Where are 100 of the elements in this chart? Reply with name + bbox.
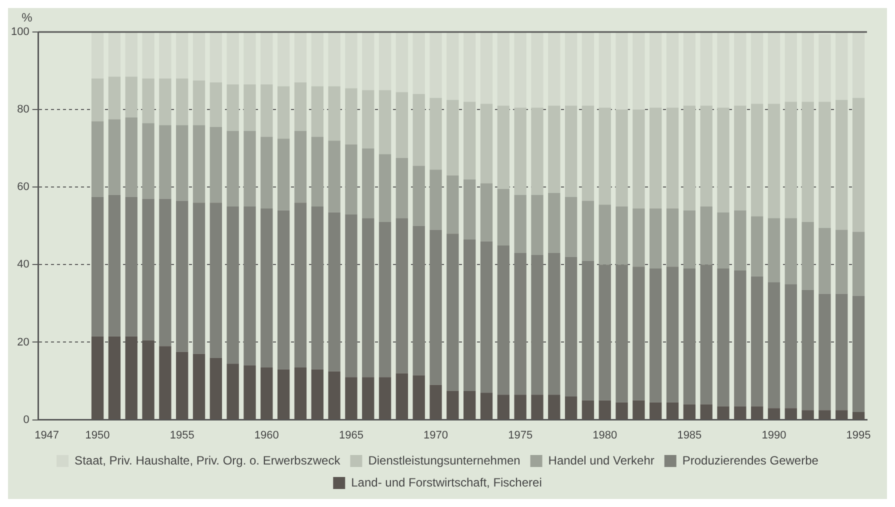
bar: [650, 208, 662, 269]
bar: [159, 125, 172, 199]
bar: [108, 76, 121, 120]
bar: [650, 32, 662, 108]
bar: [294, 130, 307, 203]
x-tick-label: 1955: [170, 429, 194, 442]
bar: [582, 260, 594, 400]
bar: [717, 32, 730, 108]
bar: [294, 32, 307, 82]
bar: [666, 108, 679, 208]
bar: [616, 110, 628, 207]
bar: [852, 32, 865, 98]
y-tick-label: 0: [23, 414, 30, 426]
bar: [666, 32, 679, 108]
bar: [226, 32, 239, 84]
y-tick-label: 80: [17, 104, 30, 116]
bar: [226, 130, 239, 207]
bar: [396, 32, 408, 92]
bar: [548, 32, 560, 106]
bar: [142, 123, 154, 199]
bar: [802, 290, 814, 410]
bar: [632, 110, 645, 208]
bar: [260, 84, 273, 137]
bar: [464, 102, 476, 180]
bar: [564, 32, 578, 106]
bar: [328, 86, 340, 141]
bar: [632, 266, 645, 400]
bar: [294, 82, 307, 131]
bar: [328, 212, 340, 372]
bar: [598, 204, 611, 265]
bar: [582, 32, 594, 106]
bar: [311, 206, 324, 370]
bar: [836, 100, 848, 230]
bar: [564, 106, 578, 197]
bar: [378, 154, 392, 222]
y-tick-label: 60: [17, 181, 30, 194]
bar: [750, 216, 764, 276]
bar: [176, 200, 188, 352]
bar: [598, 32, 611, 108]
bar: [159, 198, 172, 346]
bar: [750, 32, 764, 104]
x-tick-label: 1985: [677, 429, 702, 442]
bar: [108, 194, 121, 336]
bar: [226, 84, 239, 131]
bar: [852, 98, 865, 232]
bar: [632, 32, 645, 110]
bar: [700, 264, 712, 404]
bar: [582, 200, 594, 261]
bar: [784, 32, 797, 102]
bar: [632, 208, 645, 267]
bar: [91, 32, 104, 79]
bar: [226, 206, 239, 364]
bar: [836, 32, 848, 100]
bar: [412, 226, 425, 376]
bar: [362, 218, 374, 378]
legend-label: Staat, Priv. Haushalte, Priv. Org. o. Erwerbszweck: [74, 453, 342, 468]
bar: [700, 106, 712, 207]
bar: [430, 98, 442, 170]
bar: [514, 32, 526, 108]
bar: [311, 32, 324, 86]
bar: [497, 32, 510, 106]
bar: [818, 294, 831, 410]
bar: [818, 34, 831, 102]
bar: [176, 125, 188, 201]
bar: [734, 32, 746, 106]
bar: [345, 214, 358, 378]
bar: [311, 136, 324, 207]
bar: [159, 78, 172, 126]
bar: [683, 32, 696, 106]
bar: [784, 218, 797, 284]
bar: [852, 232, 865, 296]
bar: [446, 234, 459, 391]
bar: [818, 228, 831, 294]
bar: [497, 245, 510, 395]
bar: [91, 196, 104, 336]
bar: [396, 92, 408, 158]
bar: [616, 206, 628, 265]
legend-label: Land- und Forstwirtschaft, Fischerei: [351, 475, 542, 490]
bar: [345, 32, 358, 88]
y-tick-label: 100: [10, 26, 30, 38]
bar: [91, 78, 104, 122]
bar: [159, 32, 172, 79]
bar: [700, 32, 712, 106]
bar: [700, 206, 712, 265]
x-tick-label: 1965: [338, 429, 364, 442]
bar: [750, 276, 764, 406]
bar: [328, 140, 340, 212]
bar: [480, 183, 493, 242]
bar: [598, 264, 611, 400]
bar: [717, 212, 730, 269]
bar: [717, 268, 730, 406]
bar: [497, 106, 510, 190]
x-tick-label: 1990: [762, 429, 786, 442]
bar: [125, 32, 138, 77]
bar: [531, 194, 544, 255]
bar: [396, 218, 408, 374]
bar: [480, 104, 493, 184]
bar: [650, 268, 662, 402]
bar: [768, 282, 780, 408]
bar: [345, 88, 358, 144]
